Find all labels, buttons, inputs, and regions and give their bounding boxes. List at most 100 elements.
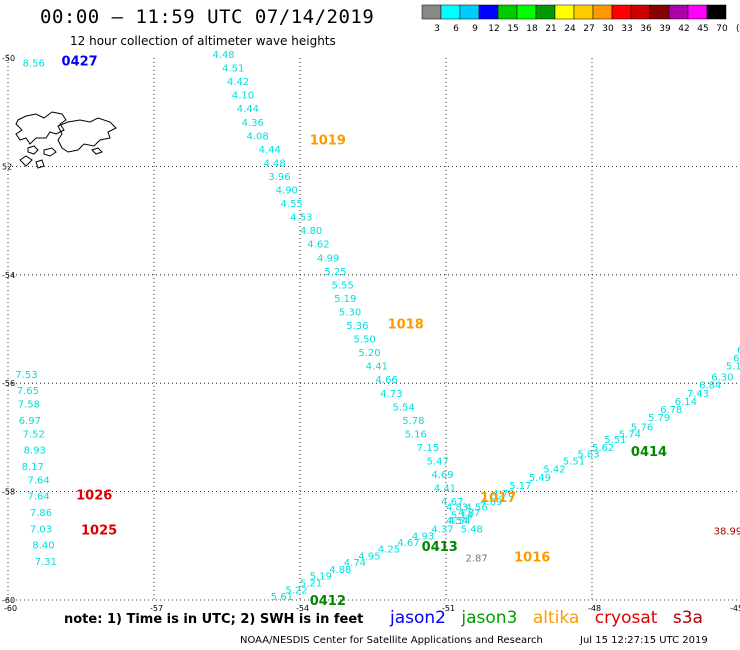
swh-value-western: 7.65: [17, 386, 39, 397]
swh-value-isolated: 38.99: [714, 527, 740, 538]
swh-value-descending: 4.48: [212, 50, 234, 61]
pass-time-label: 0413: [422, 540, 458, 555]
generation-timestamp: Jul 15 12:27:15 UTC 2019: [580, 635, 708, 646]
swh-value-descending: 5.20: [358, 348, 380, 359]
swh-value-ascending: 4.74: [344, 558, 366, 569]
swh-value-descending: 5.30: [339, 307, 361, 318]
longitude-label: -54: [296, 604, 309, 613]
longitude-label: -48: [588, 604, 601, 613]
pass-time-label: 0412: [310, 594, 346, 609]
swh-value-western: 7.53: [15, 370, 37, 381]
longitude-label: -45: [730, 604, 740, 613]
credit-line: NOAA/NESDIS Center for Satellite Applica…: [240, 635, 543, 646]
colorbar-tick-label: 15: [507, 24, 518, 34]
swh-value-western: 7.03: [30, 524, 52, 535]
swh-value-ascending: 5.74: [619, 429, 641, 440]
colorbar-tick-label: 6: [453, 24, 459, 34]
swh-value-ascending: 4.69: [480, 497, 502, 508]
map-title: 00:00 – 11:59 UTC 07/14/2019: [40, 6, 375, 28]
latitude-label: -58: [2, 488, 15, 497]
swh-value-western: 7.64: [27, 475, 49, 486]
swh-value-ascending: 7.43: [687, 389, 709, 400]
swh-value-ascending: 4.37: [431, 524, 453, 535]
swh-value-western: 7.52: [23, 429, 45, 440]
colorbar-swatch: [611, 4, 632, 20]
swh-value-ascending: 5.14: [726, 362, 740, 373]
swh-value-descending: 4.36: [242, 118, 264, 129]
swh-value-ascending: 5.19: [310, 571, 332, 582]
swh-value-descending: 4.41: [366, 362, 388, 373]
map-subtitle: 12 hour collection of altimeter wave hei…: [70, 34, 336, 48]
map-grid: -60 -57 -54 -51 -48 -45 -50 52 -54 -56 -58 -60: [2, 54, 740, 613]
longitude-label: -60: [4, 604, 17, 613]
colorbar-swatch: [630, 4, 651, 20]
swh-value-ascending: 5.21: [300, 578, 322, 589]
colorbar-swatch: [706, 4, 727, 20]
pass-time-label: 1019: [310, 133, 346, 148]
colorbar-swatch: [573, 4, 594, 20]
swh-value-ascending: 5.42: [543, 465, 565, 476]
swh-value-ascending: 4.56: [465, 503, 487, 514]
swh-value-descending: 4.73: [380, 389, 402, 400]
wave-height-tracks: 4.48 4.51 4.42 4.10 4.44 4.36 4.08 4.44 4.48 3.96…: [15, 50, 740, 603]
swh-value-descending: 4.41: [434, 484, 456, 495]
colorbar-tick-label: 18: [526, 24, 538, 34]
colorbar-tick-label: 45: [697, 24, 708, 34]
longitude-label: -57: [150, 604, 163, 613]
swh-value-top-left: 8.56: [23, 59, 45, 70]
swh-value-ascending: 5.17: [509, 481, 531, 492]
swh-value-ascending: 6.14: [675, 397, 697, 408]
swh-value-descending: 4.54: [448, 516, 470, 527]
legend-jason2: jason2: [390, 608, 446, 628]
colorbar-swatch: [649, 4, 670, 20]
swh-value-descending: 4.90: [276, 186, 298, 197]
swh-value-descending: 4.48: [264, 158, 286, 169]
latitude-label: -50: [2, 54, 15, 63]
pass-time-label: 0427: [62, 55, 98, 70]
swh-value-descending: 4.83: [446, 503, 468, 514]
swh-value-ascending: 5.51: [563, 457, 585, 468]
swh-value-western: 7.86: [30, 508, 52, 519]
swh-value-ascending: 4.93: [412, 531, 434, 542]
swh-value-descending: 5.54: [392, 402, 414, 413]
swh-value-descending: 5.25: [324, 267, 346, 278]
colorbar-tick-label: 30: [602, 24, 614, 34]
swh-value-western: 8.17: [22, 462, 44, 473]
pass-time-label: 1017: [480, 491, 516, 506]
colorbar-tick-label: 3: [434, 24, 440, 34]
swh-value-ascending: 5.83: [577, 449, 599, 460]
swh-value-ascending: 6.30: [711, 372, 733, 383]
colorbar-tick-label: 33: [621, 24, 632, 34]
pass-time-label: 1025: [81, 524, 117, 539]
swh-value-descending: 4.99: [317, 253, 339, 264]
swh-value-descending: 4.08: [246, 131, 268, 142]
colorbar-tick-label: 27: [583, 24, 594, 34]
swh-value-descending: 4.10: [232, 91, 254, 102]
latitude-label: 52: [2, 162, 12, 171]
colorbar-swatch: [459, 4, 480, 20]
swh-value-ascending: 6.84: [699, 381, 721, 392]
colorbar-swatch: [554, 4, 575, 20]
colorbar-swatch: [535, 4, 556, 20]
swh-value-ascending: 4.88: [329, 565, 351, 576]
colorbar-tick-label: 24: [564, 24, 576, 34]
colorbar-swatch: [497, 4, 518, 20]
colorbar-swatch: [668, 4, 689, 20]
swh-value-western: 7.31: [35, 557, 57, 568]
pass-time-label: 0414: [631, 445, 667, 460]
swh-value-ascending: 6: [737, 345, 740, 356]
swh-value-descending: 3.96: [268, 172, 290, 183]
colorbar-swatch: [516, 4, 537, 20]
colorbar-tick-label: 9: [472, 24, 478, 34]
legend-altika: altika: [532, 608, 580, 628]
colorbar-swatch: [592, 4, 613, 20]
swh-value-descending: 4.53: [290, 213, 312, 224]
colorbar-tick-label: 42: [678, 24, 689, 34]
colorbar-swatch: [478, 4, 499, 20]
swh-value-ascending: 5.49: [529, 473, 551, 484]
pass-time-label: 1026: [76, 488, 112, 503]
falkland-islands-coastline: [15, 111, 117, 169]
swh-value-ascending: 5.76: [631, 422, 653, 433]
swh-value-descending: 4.44: [237, 104, 259, 115]
